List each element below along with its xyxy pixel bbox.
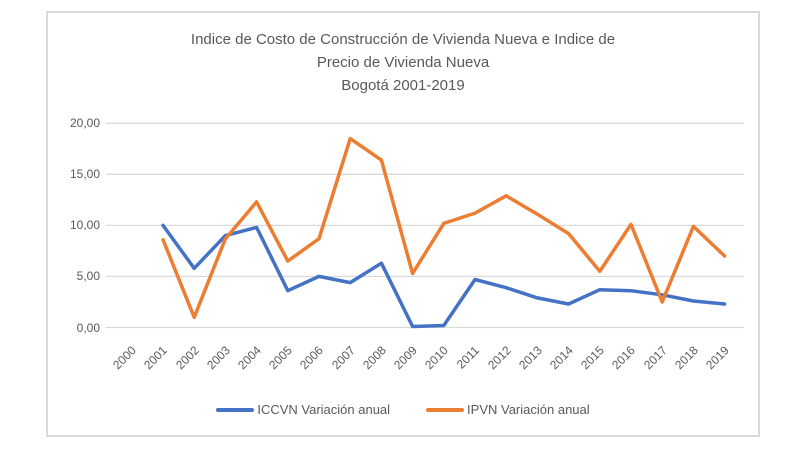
chart-title: Indice de Costo de Construcción de Vivie… (46, 28, 760, 97)
legend-label-ipvn: IPVN Variación anual (467, 402, 590, 417)
y-axis-tick-label: 15,00 (69, 167, 100, 182)
chart-title-line-2: Precio de Vivienda Nueva (316, 54, 490, 71)
legend-label-iccvn: ICCVN Variación anual (257, 402, 391, 417)
legend: ICCVN Variación anual IPVN Variación anu… (46, 402, 760, 418)
iccvn-line-swatch-icon (216, 408, 255, 412)
legend-item-ipvn: IPVN Variación anual (426, 402, 590, 418)
chart-frame (46, 11, 760, 437)
y-axis-tick-label: 5,00 (76, 269, 100, 284)
y-axis-tick-label: 10,00 (69, 218, 100, 233)
y-axis-tick-label: 0,00 (76, 320, 100, 335)
chart-title-line-1: Indice de Costo de Construcción de Vivie… (190, 31, 616, 48)
ipvn-line-series (161, 136, 727, 320)
chart-title-line-3: Bogotá 2001-2019 (341, 77, 465, 94)
ipvn-line-swatch-icon (426, 408, 465, 412)
iccvn-line-series (161, 223, 727, 329)
y-axis-tick-label: 20,00 (69, 116, 100, 131)
legend-item-iccvn: ICCVN Variación anual (216, 402, 390, 418)
